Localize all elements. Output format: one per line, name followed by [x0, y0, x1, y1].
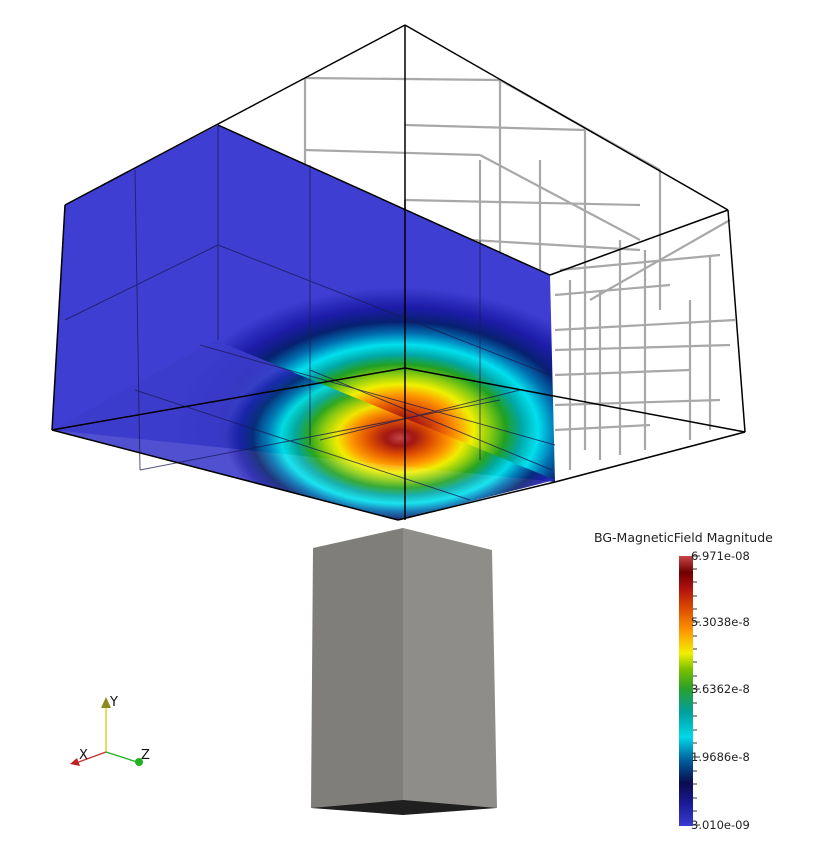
colorbar-title: BG-MagneticField Magnitude [594, 530, 773, 545]
y-axis-label: Y [110, 695, 118, 710]
orientation-axes [70, 697, 143, 766]
colorbar-label-min: 3.010e-09 [691, 818, 750, 832]
magnet-block[interactable] [311, 528, 497, 815]
colorbar-gradient [679, 556, 693, 826]
magnet-face-left [311, 528, 403, 808]
colorbar-label-3: 3.6362e-8 [691, 682, 750, 696]
z-axis-arrow-icon [135, 758, 143, 766]
magnet-face-bottom [311, 800, 497, 815]
slice-grid-lines [64, 125, 556, 520]
field-slice-horizontal [52, 340, 555, 520]
x-axis-label: X [79, 748, 88, 763]
colorbar-label-max: 6.971e-08 [691, 549, 750, 563]
colorbar-label-2: 5.3038e-8 [691, 615, 750, 629]
x-axis-arrow-icon [70, 758, 80, 766]
z-axis-label: Z [141, 748, 150, 763]
colorbar-ticks [693, 555, 700, 826]
y-axis-arrow-icon [101, 697, 111, 708]
colorbar-label-4: 1.9686e-8 [691, 750, 750, 764]
magnet-face-right [403, 528, 497, 808]
bounding-box-outline [51, 24, 746, 521]
